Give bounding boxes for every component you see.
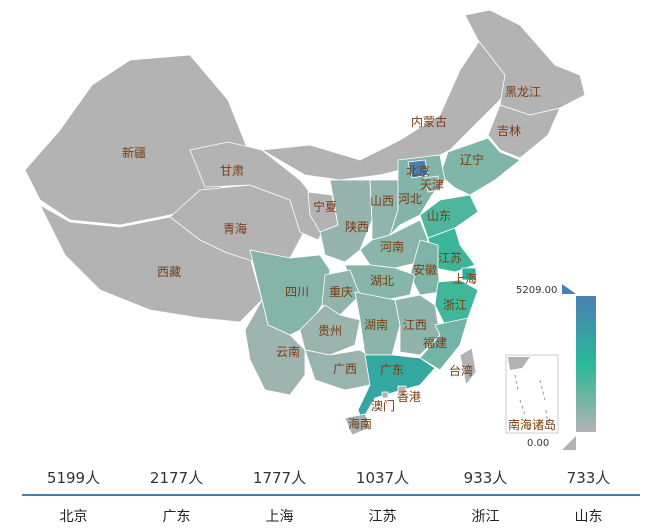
province-label: 贵州 bbox=[318, 324, 342, 338]
province-label: 吉林 bbox=[497, 124, 521, 138]
province-label: 广东 bbox=[380, 363, 404, 377]
province-tianjin[interactable] bbox=[424, 175, 441, 193]
province-label: 辽宁 bbox=[460, 152, 484, 167]
province-label: 江西 bbox=[403, 318, 427, 332]
province-gansu[interactable] bbox=[189, 141, 331, 241]
ranking-region[interactable]: 上海 bbox=[265, 509, 294, 525]
province-label: 西藏 bbox=[157, 265, 181, 279]
ranking-value: 5199人 bbox=[46, 469, 101, 487]
province-label: 台湾 bbox=[449, 363, 473, 378]
province-label: 山西 bbox=[370, 194, 394, 208]
province-label: 青海 bbox=[223, 221, 247, 236]
inset-label: 南海诸岛 bbox=[508, 417, 556, 432]
province-label: 湖北 bbox=[370, 273, 394, 288]
province-hongkong[interactable] bbox=[397, 385, 407, 394]
inset-coast bbox=[508, 357, 530, 370]
province-label: 山东 bbox=[427, 209, 451, 223]
province-label: 江苏 bbox=[438, 251, 462, 265]
province-heilongjiang[interactable] bbox=[464, 9, 586, 116]
province-label: 新疆 bbox=[122, 145, 146, 160]
ranking-region[interactable]: 北京 bbox=[59, 509, 88, 525]
province-label: 福建 bbox=[423, 335, 447, 350]
province-hainan[interactable] bbox=[344, 413, 371, 436]
province-beijing[interactable] bbox=[407, 159, 429, 179]
province-label: 广西 bbox=[333, 362, 357, 376]
province-label: 云南 bbox=[276, 344, 300, 359]
province-fujian[interactable] bbox=[419, 317, 469, 371]
province-yunnan[interactable] bbox=[244, 298, 306, 396]
visualmap-min-label: 0.00 bbox=[527, 438, 550, 449]
ranking-value: 1037人 bbox=[355, 469, 410, 487]
ranking-region[interactable]: 浙江 bbox=[471, 509, 500, 525]
province-qinghai[interactable] bbox=[169, 184, 306, 263]
province-label: 重庆 bbox=[329, 285, 353, 299]
province-label: 湖南 bbox=[364, 317, 388, 332]
ranking-value: 933人 bbox=[463, 469, 508, 487]
visualmap-max-label: 5209.00 bbox=[516, 285, 558, 296]
ranking-panel: 5199人 2177人 1777人 1037人 933人 733人 北京 广东 上海 江苏 浙江 山… bbox=[22, 462, 640, 532]
province-label: 甘肃 bbox=[220, 164, 244, 178]
province-label: 上海 bbox=[453, 271, 477, 286]
province-taiwan[interactable] bbox=[459, 347, 477, 386]
province-label: 陕西 bbox=[345, 219, 369, 234]
province-label: 河南 bbox=[380, 239, 404, 254]
province-label: 四川 bbox=[285, 285, 309, 299]
province-label: 天津 bbox=[420, 178, 444, 192]
visualmap-bottom-handle[interactable] bbox=[562, 436, 576, 450]
visualmap-top-handle[interactable] bbox=[562, 284, 576, 294]
ranking-value: 2177人 bbox=[149, 469, 204, 487]
province-label: 海南 bbox=[348, 416, 372, 431]
province-macau[interactable] bbox=[381, 391, 389, 399]
ranking-region[interactable]: 江苏 bbox=[368, 509, 397, 525]
province-label: 北京 bbox=[406, 164, 430, 178]
province-jilin[interactable] bbox=[487, 104, 561, 159]
province-guangdong[interactable] bbox=[357, 354, 436, 421]
ranking-divider bbox=[22, 494, 640, 496]
province-label: 澳门 bbox=[371, 398, 395, 413]
province-label: 浙江 bbox=[443, 298, 467, 312]
province-jiangxi[interactable] bbox=[394, 294, 441, 356]
ranking-value: 733人 bbox=[566, 469, 611, 487]
visualmap-bar[interactable] bbox=[576, 296, 596, 432]
province-label: 香港 bbox=[397, 390, 421, 404]
province-label: 内蒙古 bbox=[411, 114, 447, 129]
province-shanghai[interactable] bbox=[461, 267, 477, 281]
ranking-region[interactable]: 广东 bbox=[162, 509, 191, 525]
ranking-value: 1777人 bbox=[252, 469, 307, 487]
province-label: 河北 bbox=[398, 192, 422, 206]
province-label: 黑龙江 bbox=[505, 85, 541, 99]
ranking-region[interactable]: 山东 bbox=[574, 509, 603, 525]
province-label: 宁夏 bbox=[313, 199, 337, 214]
south-china-sea-inset bbox=[505, 354, 559, 434]
inset-dashes bbox=[514, 374, 549, 426]
province-chongqing[interactable] bbox=[321, 269, 361, 316]
province-label: 安徽 bbox=[413, 262, 437, 277]
